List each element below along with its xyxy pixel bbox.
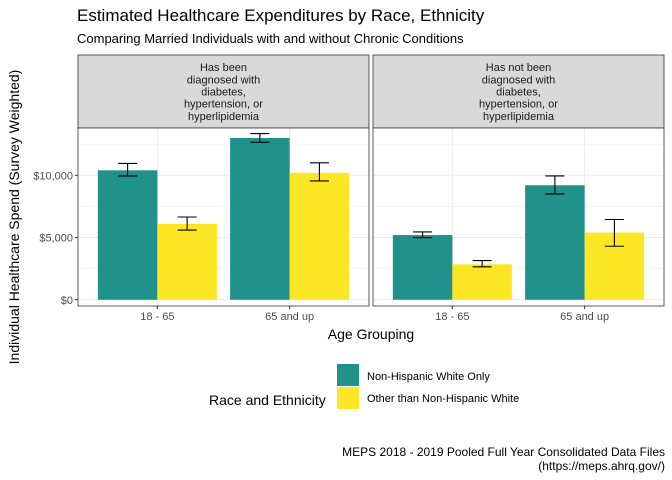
error-bar-1-2-2	[309, 162, 329, 182]
bar-2-1-2	[525, 185, 585, 300]
bar-2-2-1	[452, 264, 512, 300]
facet-strip-label: Has been	[200, 62, 247, 74]
x-axis-title: Age Grouping	[328, 326, 414, 342]
x-tick-label: 18 - 65	[435, 311, 469, 323]
x-tick-label: 65 and up	[265, 311, 314, 323]
facet-strip-label: diabetes,	[496, 87, 541, 99]
facet-strip-label: diagnosed with	[482, 74, 555, 86]
legend-key-series-1	[337, 387, 359, 409]
y-tick-label: $0	[61, 295, 73, 307]
error-bar-2-1-2	[545, 175, 565, 195]
error-bar-2-2-1	[472, 260, 492, 268]
legend: Race and Ethnicity Non-Hispanic White On…	[209, 364, 519, 409]
error-bar-2-2-2	[604, 218, 624, 247]
facet-strip-label: hyperlipidemia	[483, 111, 555, 123]
y-tick-label: $5,000	[39, 233, 73, 245]
bar-1-2-2	[289, 172, 350, 300]
panel-border	[372, 127, 665, 307]
caption-line-1: MEPS 2018 - 2019 Pooled Full Year Consol…	[342, 445, 665, 459]
x-tick-label: 18 - 65	[140, 311, 174, 323]
facet-strip-label: hypertension, or	[184, 99, 263, 111]
error-bar-1-1-2	[250, 133, 270, 143]
error-bar-2-1-1	[413, 231, 433, 239]
x-tick-label: 65 and up	[560, 311, 609, 323]
facet-strip-label: diabetes,	[201, 87, 246, 99]
chart-title: Estimated Healthcare Expenditures by Rac…	[77, 6, 485, 25]
bar-1-1-2	[230, 137, 290, 300]
facet-strip	[372, 54, 665, 129]
error-bar-1-2-1	[177, 216, 197, 231]
facet-strip-label: diagnosed with	[187, 74, 260, 86]
legend-label-series-1: Other than Non-Hispanic White	[367, 393, 519, 405]
bar-1-1-1	[97, 170, 158, 300]
caption-line-2: (https://meps.ahrq.gov/)	[538, 459, 665, 473]
facet-strip-label: Has not been	[486, 62, 551, 74]
error-bar-1-1-1	[118, 162, 138, 177]
legend-key-series-0	[337, 364, 359, 386]
y-axis-title: Individual Healthcare Spend (Survey Weig…	[6, 70, 22, 365]
y-axis: $0 $5,000 $10,000	[33, 170, 78, 307]
legend-label-series-0: Non-Hispanic White Only	[367, 371, 490, 383]
bar-2-1-1	[392, 235, 453, 300]
chart-subtitle: Comparing Married Individuals with and w…	[77, 31, 464, 46]
bar-1-2-1	[157, 223, 217, 300]
facet-strip-label: hyperlipidemia	[188, 111, 260, 123]
y-tick-label: $10,000	[33, 170, 73, 182]
facet-strip	[77, 54, 370, 129]
panel-border	[77, 127, 370, 307]
legend-title: Race and Ethnicity	[209, 392, 326, 408]
facet-strip-label: hypertension, or	[479, 99, 558, 111]
